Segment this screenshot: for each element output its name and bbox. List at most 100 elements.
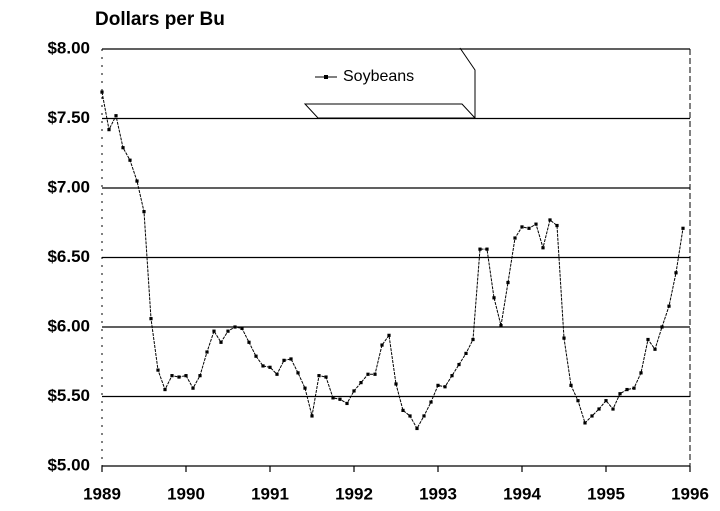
- data-point: [401, 408, 405, 412]
- data-point: [345, 401, 349, 406]
- data-point: [604, 399, 608, 403]
- data-point: [513, 236, 517, 240]
- x-tick-label: 1990: [167, 484, 205, 503]
- data-point: [471, 337, 475, 342]
- y-tick-label: $7.00: [47, 177, 90, 196]
- data-point: [492, 296, 496, 300]
- data-point: [268, 365, 272, 369]
- data-point: [198, 374, 202, 378]
- data-point: [142, 210, 146, 214]
- data-point: [611, 407, 615, 411]
- data-point: [310, 414, 314, 418]
- data-point: [156, 368, 160, 372]
- data-point: [422, 414, 426, 418]
- data-point: [681, 226, 685, 230]
- data-point: [219, 340, 223, 344]
- y-tick-label: $5.50: [47, 386, 90, 405]
- data-point: [590, 414, 594, 418]
- data-point: [296, 371, 300, 375]
- data-point: [562, 336, 566, 340]
- data-point: [569, 383, 573, 387]
- data-point: [240, 326, 244, 330]
- data-point: [170, 374, 174, 378]
- data-point: [275, 372, 279, 376]
- data-point: [576, 399, 580, 403]
- data-point: [359, 381, 363, 385]
- data-point: [184, 374, 188, 378]
- x-tick-label: 1991: [251, 484, 289, 503]
- data-point: [114, 114, 118, 118]
- data-point: [674, 271, 678, 275]
- data-point: [443, 385, 447, 389]
- legend-marker: [324, 75, 328, 79]
- data-point: [107, 128, 111, 132]
- data-point: [429, 400, 433, 404]
- data-point: [548, 218, 552, 222]
- data-point: [338, 397, 342, 401]
- data-point: [205, 350, 209, 354]
- data-point: [373, 372, 377, 376]
- y-tick-label: $6.50: [47, 247, 90, 266]
- data-point: [618, 392, 622, 396]
- data-point: [163, 387, 167, 392]
- data-point: [597, 407, 601, 411]
- data-point: [534, 222, 538, 226]
- data-point: [436, 383, 440, 387]
- y-tick-label: $8.00: [47, 38, 90, 57]
- data-point: [485, 247, 489, 251]
- data-point: [212, 329, 216, 333]
- data-point: [282, 358, 286, 362]
- data-point: [520, 225, 524, 229]
- y-tick-label: $5.00: [47, 455, 90, 474]
- data-point: [121, 146, 125, 150]
- x-tick-label: 1994: [503, 484, 541, 503]
- data-point: [653, 347, 657, 351]
- data-point: [128, 158, 132, 162]
- data-point: [387, 333, 391, 337]
- data-point: [254, 354, 258, 358]
- data-point: [646, 337, 650, 342]
- legend-label: Soybeans: [343, 68, 414, 85]
- data-point: [457, 362, 461, 367]
- data-point: [149, 317, 153, 321]
- legend-edge: [459, 47, 476, 118]
- data-point: [261, 364, 265, 368]
- data-point: [135, 179, 139, 183]
- x-tick-label: 1993: [419, 484, 457, 503]
- data-point: [324, 375, 328, 379]
- data-point: [233, 325, 237, 329]
- data-point: [632, 386, 636, 390]
- data-point: [177, 375, 181, 379]
- data-point: [555, 223, 559, 228]
- data-point: [527, 226, 531, 230]
- legend: Soybeans: [303, 47, 477, 119]
- data-point: [191, 386, 195, 390]
- data-point: [541, 246, 545, 250]
- x-tick-label: 1996: [671, 484, 709, 503]
- data-point: [415, 426, 419, 431]
- data-point: [247, 340, 251, 344]
- data-point: [667, 304, 671, 308]
- data-point: [352, 389, 356, 393]
- data-point: [478, 247, 482, 251]
- legend-base: [303, 103, 477, 119]
- data-point: [408, 414, 412, 418]
- y-tick-label: $6.00: [47, 316, 90, 335]
- data-point: [226, 329, 230, 333]
- data-point: [660, 325, 664, 329]
- x-tick-label: 1992: [335, 484, 373, 503]
- data-point: [289, 357, 293, 361]
- series-line: [101, 91, 684, 430]
- data-point: [366, 372, 370, 376]
- x-tick-label: 1989: [83, 484, 121, 503]
- data-point: [506, 280, 510, 285]
- data-point: [380, 343, 384, 347]
- data-point: [639, 371, 643, 375]
- data-point: [450, 374, 454, 378]
- data-point: [394, 382, 398, 386]
- data-point: [583, 421, 587, 425]
- data-point: [464, 351, 468, 356]
- data-point: [317, 374, 321, 378]
- data-point: [499, 324, 503, 328]
